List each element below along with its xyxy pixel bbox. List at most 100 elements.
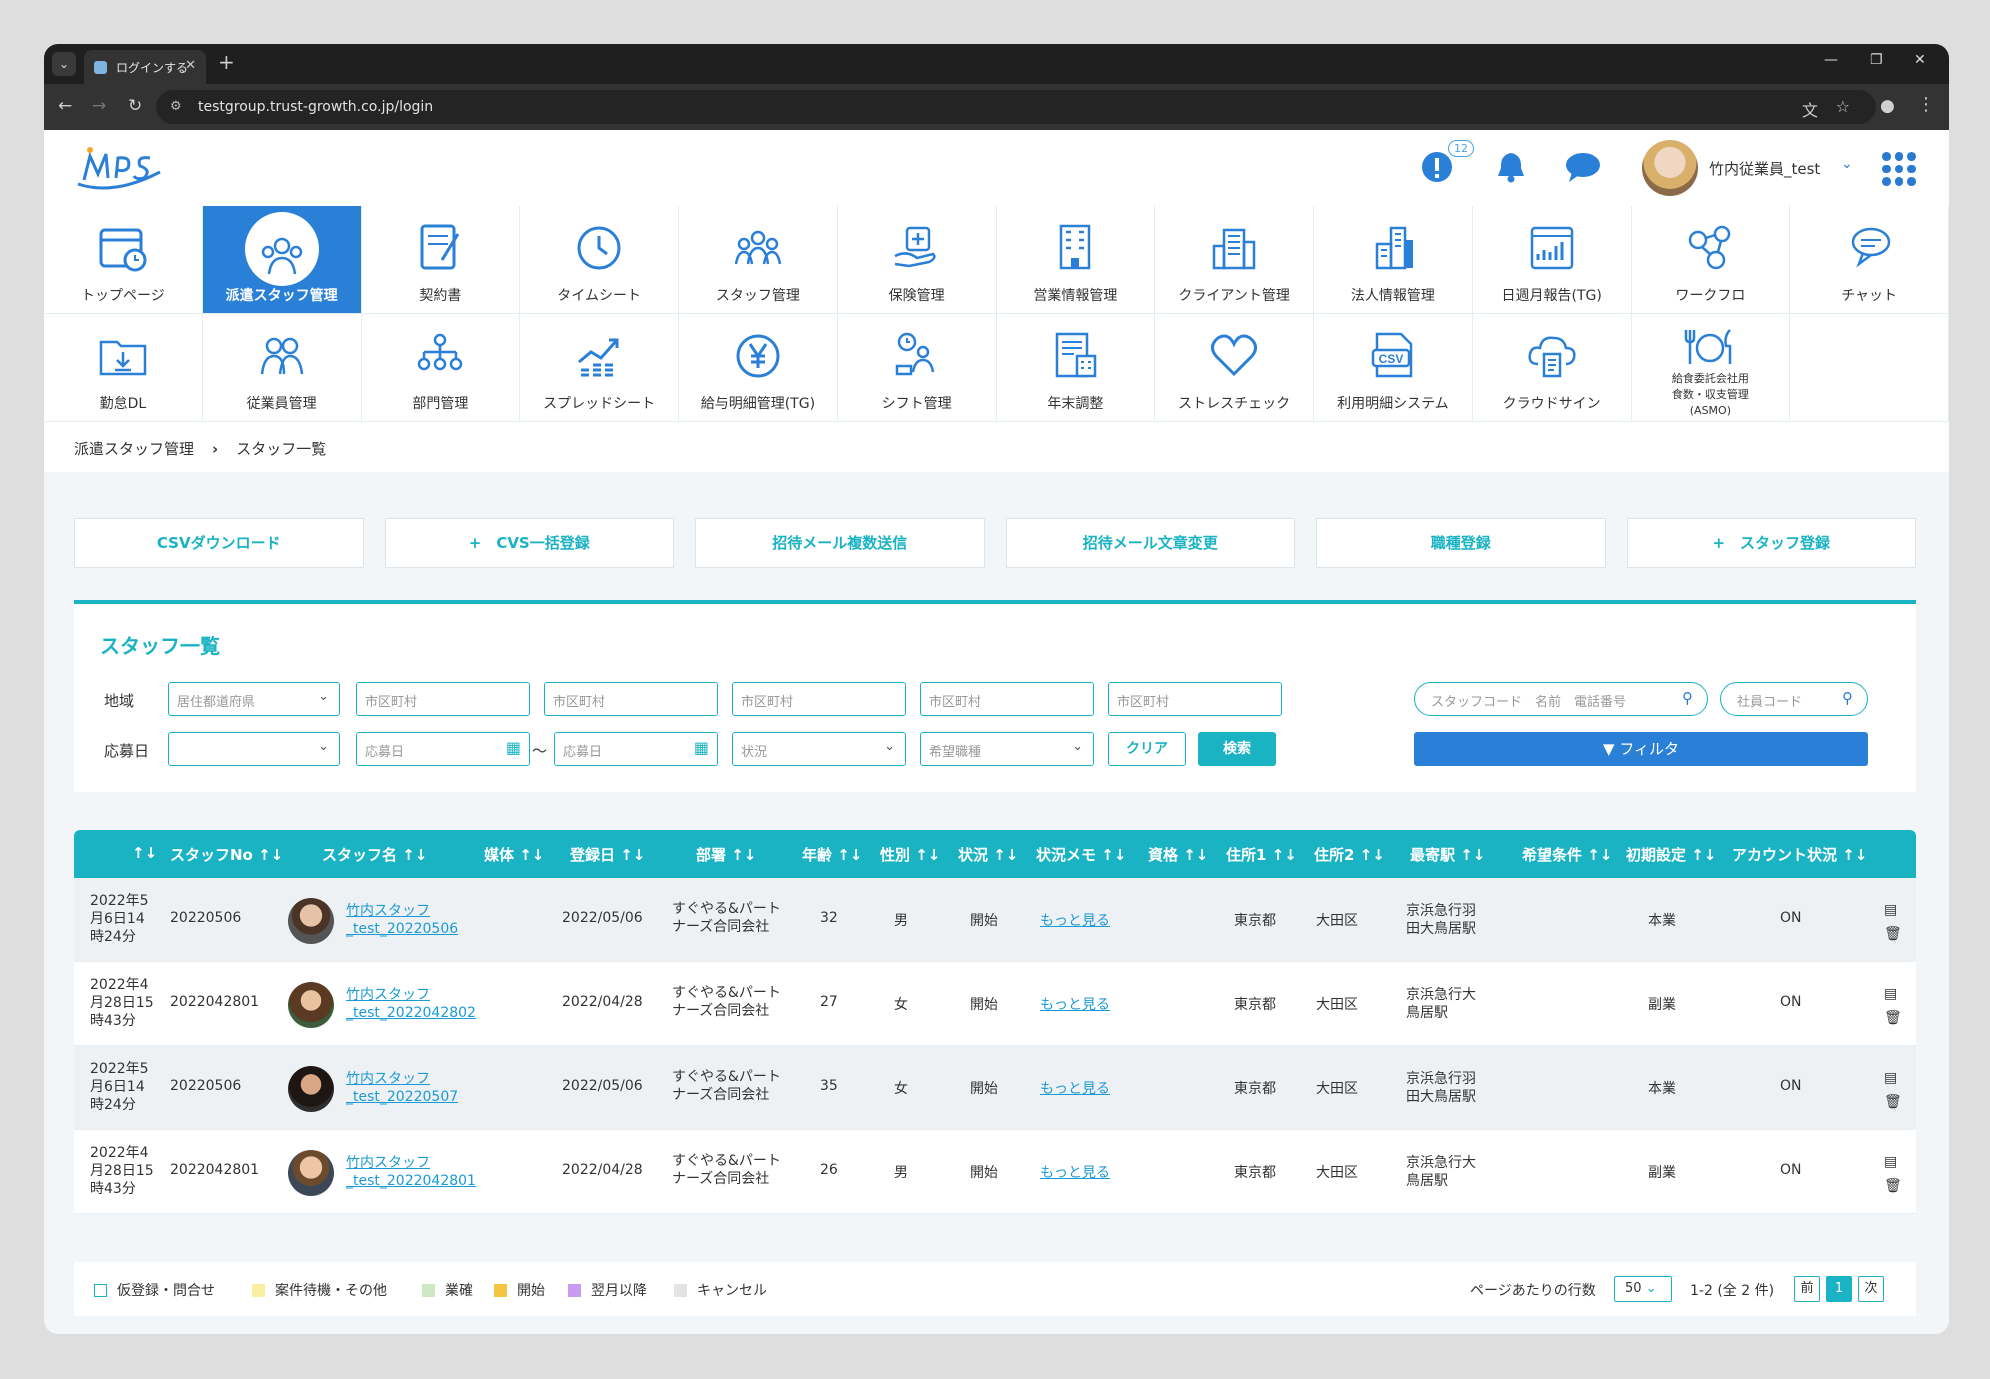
add-staff-button[interactable]: + スタッフ登録 <box>1626 518 1916 568</box>
profile-icon[interactable]: ● <box>1880 96 1895 116</box>
trash-icon[interactable]: 🗑 <box>1884 926 1902 942</box>
tab-search-icon[interactable]: ⌄ <box>52 52 76 76</box>
column-header-department[interactable]: 部署 ↑↓ <box>696 846 757 864</box>
menu-item-usage-statement[interactable]: CSV 利用明細システム <box>1314 314 1473 422</box>
alert-icon[interactable] <box>1420 150 1454 184</box>
table-row[interactable]: 2022年5月6日14時24分 20220506 竹内スタッフ _test_20220… <box>74 878 1916 962</box>
filter-button[interactable]: ▼ フィルタ <box>1414 732 1868 766</box>
menu-item-contract[interactable]: 契約書 <box>361 206 521 314</box>
site-info-icon[interactable]: ⚙ <box>170 99 182 114</box>
menu-item-shift[interactable]: シフト管理 <box>837 314 997 422</box>
menu-item-dispatch-staff[interactable]: 派遣スタッフ管理 <box>202 206 362 314</box>
search-button[interactable]: 検索 <box>1198 732 1276 766</box>
menu-item-client-management[interactable]: クライアント管理 <box>1155 206 1314 314</box>
document-icon[interactable]: ▤ <box>1884 986 1898 1002</box>
csv-download-button[interactable]: CSVダウンロード <box>74 518 364 568</box>
search-icon[interactable]: ⚲ <box>1842 689 1853 707</box>
column-header-status[interactable]: 状況 ↑↓ <box>958 846 1019 864</box>
apply-date-to[interactable]: 応募日 ▦ <box>554 732 718 766</box>
table-row[interactable]: 2022年4月28日15時43分 2022042801 竹内スタッフ _test_20… <box>74 962 1916 1046</box>
column-header-account-status[interactable]: アカウント状況 ↑↓ <box>1732 846 1868 864</box>
document-icon[interactable]: ▤ <box>1884 1154 1898 1170</box>
employee-code-search-input[interactable]: 社員コード ⚲ <box>1720 682 1868 716</box>
menu-item-corporate-info[interactable]: 法人情報管理 <box>1314 206 1473 314</box>
avatar[interactable] <box>288 1150 334 1196</box>
apply-date-select[interactable]: ⌄ <box>168 732 340 766</box>
user-avatar[interactable] <box>1642 140 1698 196</box>
column-header-initial-setup[interactable]: 初期設定 ↑↓ <box>1626 846 1717 864</box>
menu-item-top-page[interactable]: トップページ <box>44 206 203 314</box>
menu-item-chat[interactable]: チャット <box>1790 206 1949 314</box>
new-tab-icon[interactable]: + <box>218 50 235 74</box>
apps-grid-icon[interactable] <box>1882 152 1916 186</box>
column-header-status-memo[interactable]: 状況メモ ↑↓ <box>1036 846 1127 864</box>
column-header-station[interactable]: 最寄駅 ↑↓ <box>1410 846 1486 864</box>
menu-item-sales-info[interactable]: 営業情報管理 <box>996 206 1156 314</box>
search-icon[interactable]: ⚲ <box>1682 689 1693 707</box>
more-link[interactable]: もっと見る <box>1040 1165 1110 1181</box>
menu-item-workflow[interactable]: ワークフロ <box>1631 206 1791 314</box>
register-job-type-button[interactable]: 職種登録 <box>1316 518 1606 568</box>
bell-icon[interactable] <box>1494 150 1528 184</box>
column-header-gender[interactable]: 性別 ↑↓ <box>880 846 941 864</box>
more-link[interactable]: もっと見る <box>1040 997 1110 1013</box>
forward-icon[interactable]: → <box>92 96 107 116</box>
menu-item-department[interactable]: 部門管理 <box>361 314 521 422</box>
prev-page-button[interactable]: 前 <box>1794 1276 1820 1302</box>
menu-item-employee-management[interactable]: 従業員管理 <box>202 314 362 422</box>
mps-logo[interactable] <box>74 144 164 194</box>
menu-item-cloud-sign[interactable]: クラウドサイン <box>1472 314 1632 422</box>
menu-item-payslip[interactable]: 給与明細管理(TG) <box>679 314 838 422</box>
breadcrumb-parent[interactable]: 派遣スタッフ管理 <box>74 440 195 458</box>
more-menu-icon[interactable]: ⋮ <box>1917 94 1935 115</box>
calendar-icon[interactable]: ▦ <box>505 738 521 757</box>
document-icon[interactable]: ▤ <box>1884 902 1898 918</box>
staff-name-link[interactable]: 竹内スタッフ _test_20220507 <box>346 1071 459 1105</box>
back-icon[interactable]: ← <box>58 96 73 116</box>
table-row[interactable]: 2022年5月6日14時24分 20220506 竹内スタッフ _test_20220… <box>74 1046 1916 1130</box>
column-header-conditions[interactable]: 希望条件 ↑↓ <box>1522 846 1613 864</box>
trash-icon[interactable]: 🗑 <box>1884 1178 1902 1194</box>
city-input-4[interactable]: 市区町村 <box>920 682 1094 716</box>
send-invite-mails-button[interactable]: 招待メール複数送信 <box>695 518 985 568</box>
avatar[interactable] <box>288 1066 334 1112</box>
city-input-1[interactable]: 市区町村 <box>356 682 530 716</box>
menu-item-spreadsheet[interactable]: スプレッドシート <box>520 314 679 422</box>
table-row[interactable]: 2022年4月28日15時43分 2022042801 竹内スタッフ _test_20… <box>74 1130 1916 1214</box>
reload-icon[interactable]: ↻ <box>128 96 143 116</box>
minimize-icon[interactable]: — <box>1824 52 1838 68</box>
city-input-3[interactable]: 市区町村 <box>732 682 906 716</box>
menu-item-reports[interactable]: 日週月報告(TG) <box>1472 206 1632 314</box>
document-icon[interactable]: ▤ <box>1884 1070 1898 1086</box>
next-page-button[interactable]: 次 <box>1858 1276 1884 1302</box>
trash-icon[interactable]: 🗑 <box>1884 1094 1902 1110</box>
column-header-staff-name[interactable]: スタッフ名 ↑↓ <box>322 846 428 864</box>
staff-name-link[interactable]: 竹内スタッフ _test_2022042801 <box>346 1155 476 1189</box>
url-field[interactable]: ⚙ testgroup.trust-growth.co.jp/login 文 ☆ <box>156 90 1876 124</box>
menu-item-stress-check[interactable]: ストレスチェック <box>1155 314 1314 422</box>
menu-item-asmo[interactable]: 給食委託会社用 食数・収支管理 (ASMO) <box>1631 314 1791 422</box>
column-header-created[interactable]: ↑↓ <box>132 844 158 862</box>
menu-item-timesheet[interactable]: タイムシート <box>520 206 679 314</box>
bookmark-star-icon[interactable]: ☆ <box>1835 97 1850 116</box>
city-input-2[interactable]: 市区町村 <box>544 682 718 716</box>
menu-item-insurance[interactable]: 保険管理 <box>837 206 997 314</box>
browser-tab[interactable]: ログインする ✕ <box>84 50 206 84</box>
column-header-address2[interactable]: 住所2 ↑↓ <box>1314 846 1385 864</box>
column-header-staff-no[interactable]: スタッフNo ↑↓ <box>170 846 284 864</box>
apply-date-from[interactable]: 応募日 ▦ <box>356 732 530 766</box>
job-type-select[interactable]: 希望職種 ⌄ <box>920 732 1094 766</box>
prefecture-select[interactable]: 居住都道府県 ⌄ <box>168 682 340 716</box>
column-header-qualification[interactable]: 資格 ↑↓ <box>1148 846 1209 864</box>
more-link[interactable]: もっと見る <box>1040 913 1110 929</box>
calendar-icon[interactable]: ▦ <box>693 738 709 757</box>
edit-invite-mail-button[interactable]: 招待メール文章変更 <box>1005 518 1295 568</box>
close-window-icon[interactable]: ✕ <box>1914 52 1926 68</box>
user-name[interactable]: 竹内従業員_test <box>1709 160 1821 178</box>
city-input-5[interactable]: 市区町村 <box>1108 682 1282 716</box>
column-header-register-date[interactable]: 登録日 ↑↓ <box>570 846 646 864</box>
menu-item-year-end-adjustment[interactable]: 年末調整 <box>996 314 1156 422</box>
csv-bulk-register-button[interactable]: + CVS一括登録 <box>384 518 674 568</box>
staff-search-input[interactable]: スタッフコード 名前 電話番号 ⚲ <box>1414 682 1708 716</box>
menu-item-staff-management[interactable]: スタッフ管理 <box>679 206 838 314</box>
